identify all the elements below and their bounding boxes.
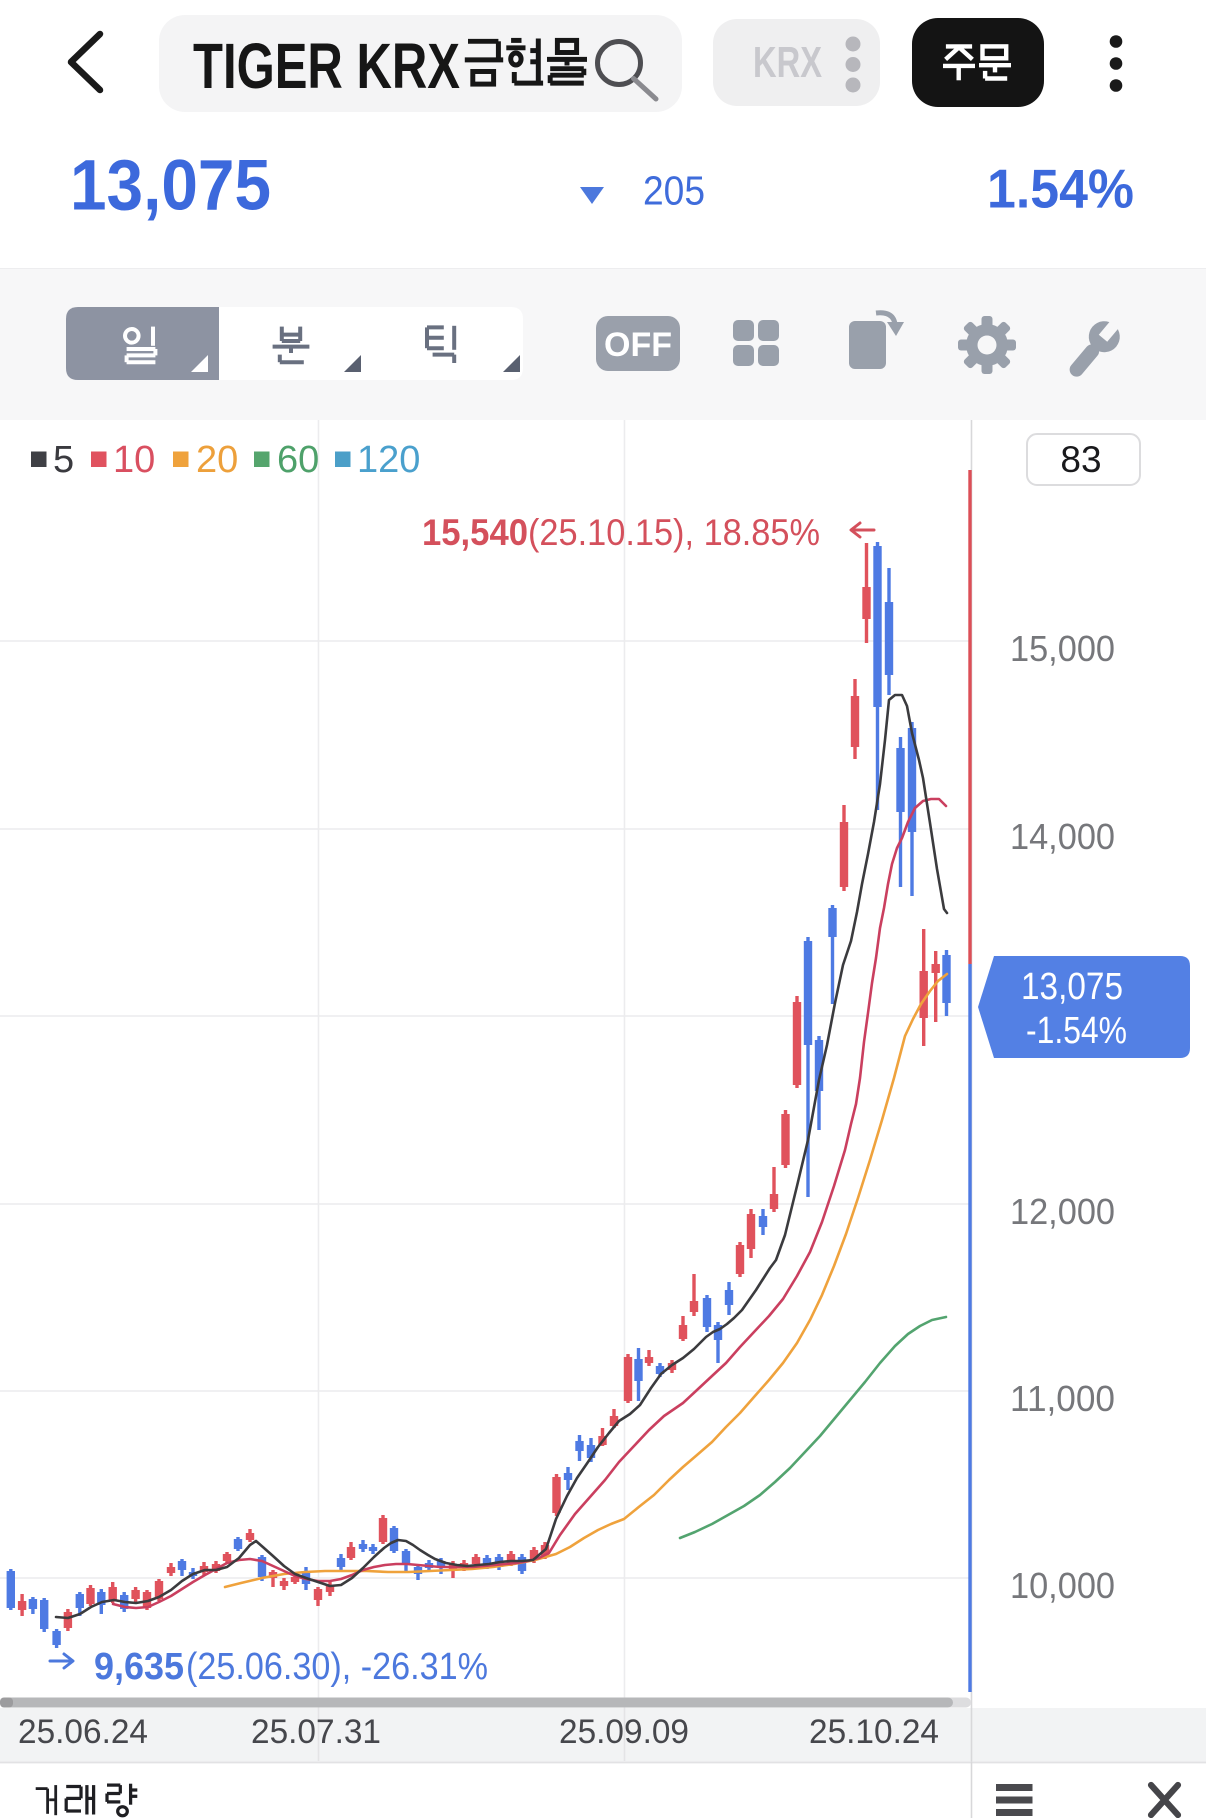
svg-text:13,075: 13,075 [1021,966,1123,1008]
svg-text:1.54%: 1.54% [987,158,1134,220]
svg-text:15,540: 15,540 [422,512,528,553]
svg-text:10,000: 10,000 [1010,1565,1115,1606]
svg-text:(25.10.15), 18.85%: (25.10.15), 18.85% [528,512,820,553]
svg-text:(25.06.30), -26.31%: (25.06.30), -26.31% [186,1646,488,1688]
svg-text:205: 205 [643,168,705,214]
svg-text:11,000: 11,000 [1010,1378,1115,1419]
svg-text:15,000: 15,000 [1010,628,1115,669]
svg-text:12,000: 12,000 [1010,1191,1115,1232]
svg-text:60: 60 [277,439,319,481]
svg-text:25.10.24: 25.10.24 [809,1713,939,1751]
svg-text:OFF: OFF [604,326,672,364]
svg-text:25.06.24: 25.06.24 [18,1713,148,1751]
svg-text:25.07.31: 25.07.31 [251,1713,381,1751]
svg-text:25.09.09: 25.09.09 [559,1713,689,1751]
svg-text:10: 10 [113,439,155,481]
svg-text:5: 5 [53,439,74,481]
svg-text:-1.54%: -1.54% [1026,1010,1127,1052]
svg-text:20: 20 [196,439,238,481]
svg-text:TIGER KRX: TIGER KRX [193,30,460,102]
svg-text:13,075: 13,075 [70,147,271,226]
svg-text:9,635: 9,635 [94,1646,184,1688]
svg-text:83: 83 [1060,439,1101,480]
svg-text:KRX: KRX [753,38,822,87]
svg-text:14,000: 14,000 [1010,816,1115,857]
svg-text:120: 120 [357,439,420,481]
